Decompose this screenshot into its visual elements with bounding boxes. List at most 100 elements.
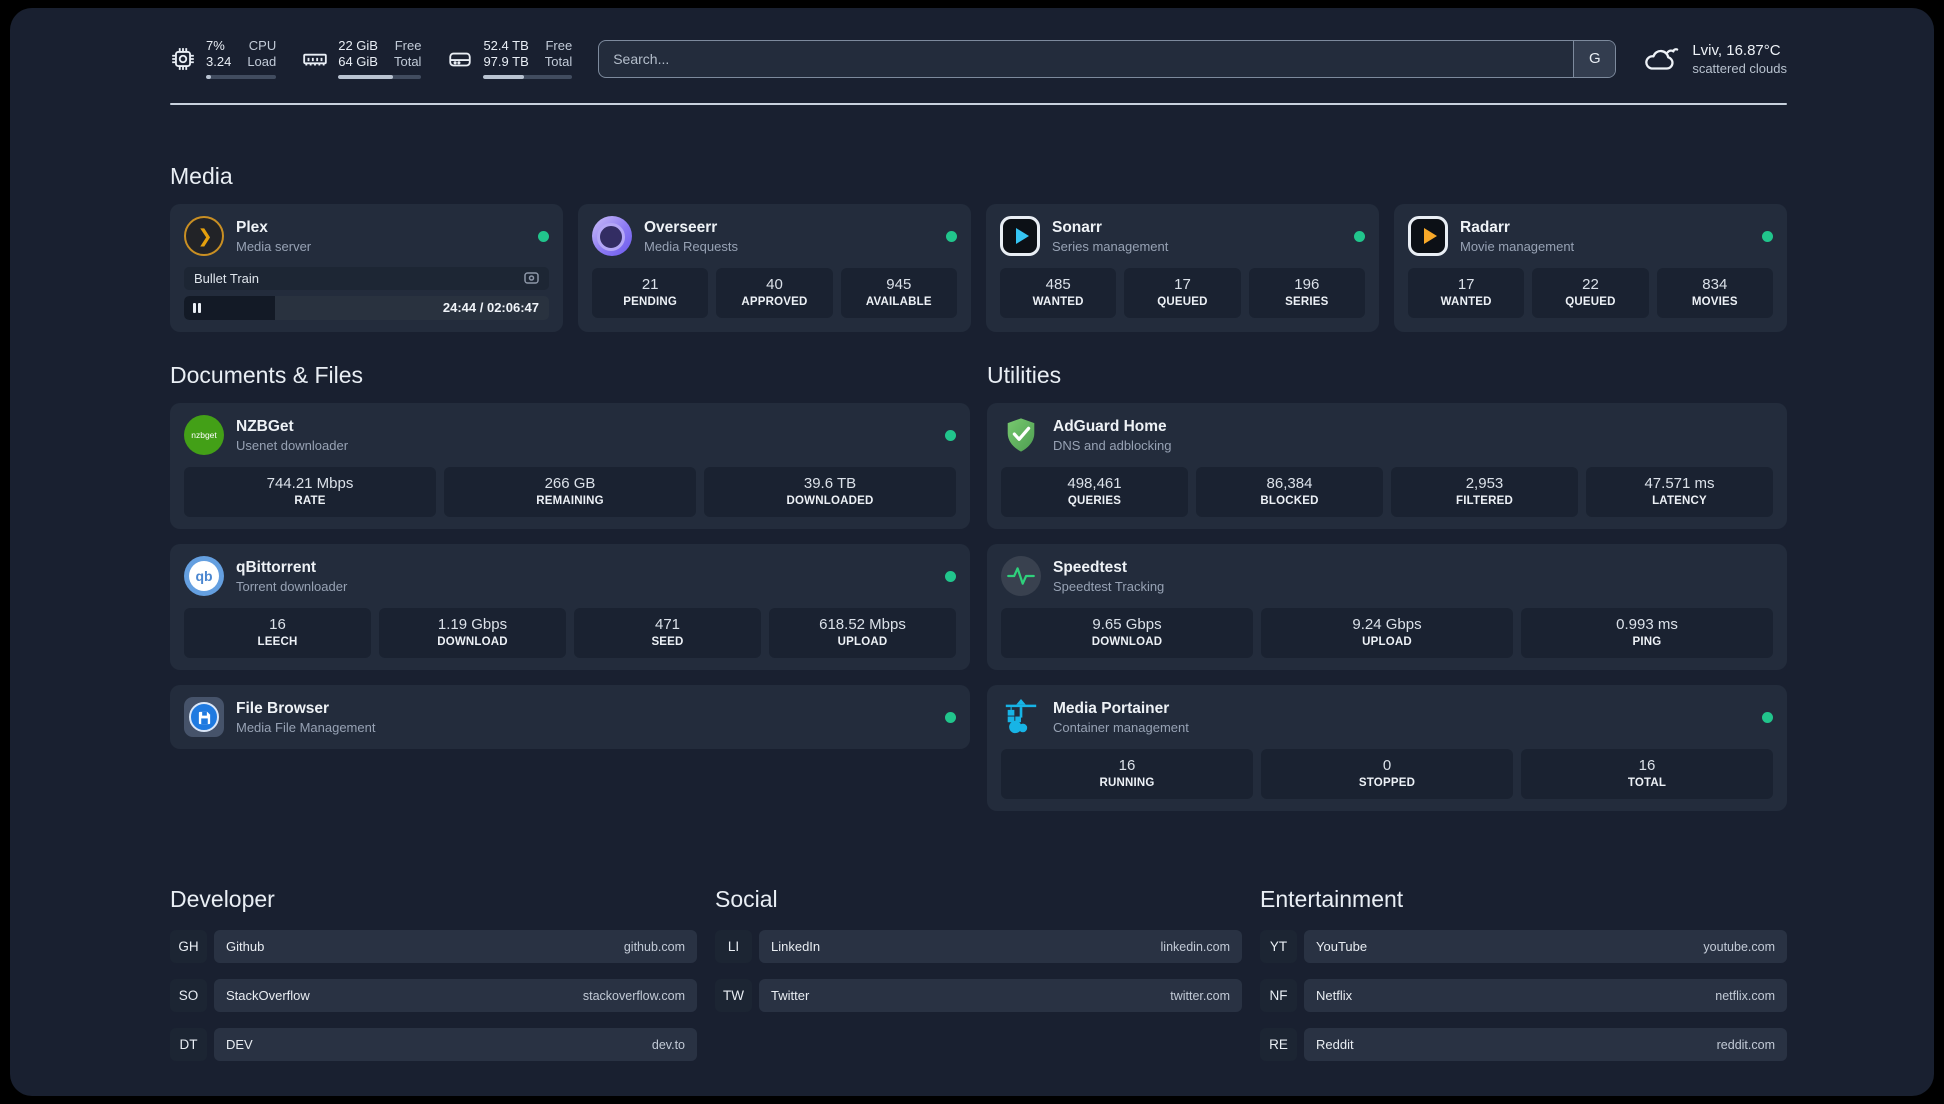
app-card-portainer[interactable]: Media Portainer Container management 16 R…	[987, 685, 1787, 811]
social-links-column: Social LI LinkedIn linkedin.com TW Twitte…	[715, 886, 1242, 1028]
ram-free-value: 22 GiB	[338, 38, 378, 53]
disk-free-value: 52.4 TB	[483, 38, 529, 53]
app-name: Radarr	[1460, 218, 1510, 236]
stat-stopped: 0 STOPPED	[1261, 749, 1513, 799]
pause-icon[interactable]	[193, 303, 201, 313]
media-grid: ❯ Plex Media server Bullet Train 24:44 /…	[170, 204, 1787, 332]
app-desc: Speedtest Tracking	[1053, 578, 1165, 594]
link-url: reddit.com	[1716, 1037, 1775, 1052]
link-name: StackOverflow	[226, 988, 310, 1003]
link-row-twitter[interactable]: TW Twitter twitter.com	[715, 979, 1242, 1012]
app-desc: DNS and adblocking	[1053, 437, 1172, 453]
sonarr-icon	[1000, 216, 1040, 256]
stat-leech: 16 LEECH	[184, 608, 371, 658]
link-name: DEV	[226, 1037, 253, 1052]
ram-progress-fill	[338, 75, 394, 79]
app-card-qbittorrent[interactable]: qb qBittorrent Torrent downloader 16 LEEC…	[170, 544, 970, 670]
app-name: NZBGet	[236, 417, 294, 435]
stat-ping: 0.993 ms PING	[1521, 608, 1773, 658]
search-input[interactable]	[598, 39, 1617, 78]
ram-total-label: Total	[393, 54, 422, 69]
app-card-plex[interactable]: ❯ Plex Media server Bullet Train 24:44 /…	[170, 204, 563, 332]
section-title-social: Social	[715, 886, 778, 912]
stat-blocked: 86,384 BLOCKED	[1196, 467, 1383, 517]
app-desc: Media Requests	[644, 238, 738, 254]
stat-filtered: 2,953 FILTERED	[1391, 467, 1578, 517]
status-dot	[945, 570, 956, 582]
speedtest-pulse-icon	[1001, 556, 1041, 596]
app-desc: Container management	[1053, 719, 1189, 735]
session-screen-icon	[524, 272, 539, 284]
link-url: netflix.com	[1715, 988, 1775, 1003]
link-row-linkedin[interactable]: LI LinkedIn linkedin.com	[715, 930, 1242, 963]
status-dot	[1762, 711, 1773, 723]
link-row-reddit[interactable]: RE Reddit reddit.com	[1260, 1028, 1787, 1061]
stat-download: 9.65 Gbps DOWNLOAD	[1001, 608, 1253, 658]
documents-column: Documents & Files nzbget NZBGet Usenet d…	[170, 362, 970, 764]
app-card-adguard[interactable]: AdGuard Home DNS and adblocking 498,461 Q…	[987, 403, 1787, 529]
cpu-icon	[172, 47, 194, 70]
search-bar: G	[598, 39, 1617, 78]
link-row-netflix[interactable]: NF Netflix netflix.com	[1260, 979, 1787, 1012]
stat-download: 1.19 Gbps DOWNLOAD	[379, 608, 566, 658]
stat-available: 945 AVAILABLE	[840, 268, 957, 318]
section-title-entertainment: Entertainment	[1260, 886, 1404, 912]
disk-icon	[449, 52, 472, 66]
stat-running: 16 RUNNING	[1001, 749, 1253, 799]
floppy-icon	[198, 711, 210, 724]
link-url: linkedin.com	[1160, 939, 1230, 954]
stat-queued: 17 QUEUED	[1124, 268, 1241, 318]
link-url: github.com	[623, 939, 685, 954]
app-name: Overseerr	[644, 218, 718, 236]
link-row-youtube[interactable]: YT YouTube youtube.com	[1260, 930, 1787, 963]
plex-now-playing-row: Bullet Train	[184, 267, 549, 290]
top-bar: 7% 3.24 CPU Load 22 GiB 64 GiB Free Total	[170, 38, 1787, 79]
status-dot	[945, 711, 956, 723]
app-desc: Torrent downloader	[236, 578, 348, 594]
plex-playback-progress: 24:44 / 02:06:47	[184, 296, 549, 320]
link-row-dev[interactable]: DT DEV dev.to	[170, 1028, 697, 1061]
link-url: stackoverflow.com	[582, 988, 685, 1003]
cpu-usage-value: 7%	[206, 38, 225, 53]
cpu-progress-fill	[206, 75, 211, 79]
link-url: dev.to	[651, 1037, 685, 1052]
app-name: Speedtest	[1053, 558, 1128, 576]
link-row-github[interactable]: GH Github github.com	[170, 930, 697, 963]
status-dot	[538, 230, 549, 242]
link-name: LinkedIn	[771, 939, 821, 954]
link-url: twitter.com	[1170, 988, 1230, 1003]
link-row-stackoverflow[interactable]: SO StackOverflow stackoverflow.com	[170, 979, 697, 1012]
cpu-load-value: 3.24	[206, 54, 232, 69]
link-name: Reddit	[1316, 1037, 1354, 1052]
section-title-developer: Developer	[170, 886, 275, 912]
app-card-radarr[interactable]: Radarr Movie management 17 WANTED 22 QUEUE…	[1394, 204, 1787, 332]
app-card-speedtest[interactable]: Speedtest Speedtest Tracking 9.65 Gbps DO…	[987, 544, 1787, 670]
stat-upload: 9.24 Gbps UPLOAD	[1261, 608, 1513, 658]
section-title-media: Media	[170, 163, 233, 189]
app-name: Sonarr	[1052, 218, 1102, 236]
cpu-stat: 7% 3.24 CPU Load	[170, 38, 277, 79]
stat-remaining: 266 GB REMAINING	[444, 467, 696, 517]
cloud-icon	[1645, 47, 1679, 70]
ram-progress-bar	[338, 75, 422, 79]
ram-total-value: 64 GiB	[338, 54, 378, 69]
link-badge: NF	[1260, 979, 1297, 1012]
header-divider	[170, 103, 1787, 105]
app-desc: Movie management	[1460, 238, 1575, 254]
stat-wanted: 17 WANTED	[1408, 268, 1525, 318]
app-name: Media Portainer	[1053, 699, 1170, 717]
link-badge: YT	[1260, 930, 1297, 963]
app-card-sonarr[interactable]: Sonarr Series management 485 WANTED 17 QUE…	[986, 204, 1379, 332]
stat-movies: 834 MOVIES	[1656, 268, 1773, 318]
link-badge: LI	[715, 930, 752, 963]
app-desc: Series management	[1052, 238, 1169, 254]
weather-widget: Lviv, 16.87°C scattered clouds	[1642, 41, 1787, 77]
app-card-nzbget[interactable]: nzbget NZBGet Usenet downloader 744.21 M…	[170, 403, 970, 529]
app-card-filebrowser[interactable]: File Browser Media File Management	[170, 685, 970, 749]
link-name: Twitter	[771, 988, 810, 1003]
search-provider-button[interactable]: G	[1573, 40, 1616, 77]
status-dot	[946, 230, 957, 242]
app-card-overseerr[interactable]: Overseerr Media Requests 21 PENDING 40 APP…	[578, 204, 971, 332]
link-badge: SO	[170, 979, 207, 1012]
stat-latency: 47.571 ms LATENCY	[1586, 467, 1773, 517]
